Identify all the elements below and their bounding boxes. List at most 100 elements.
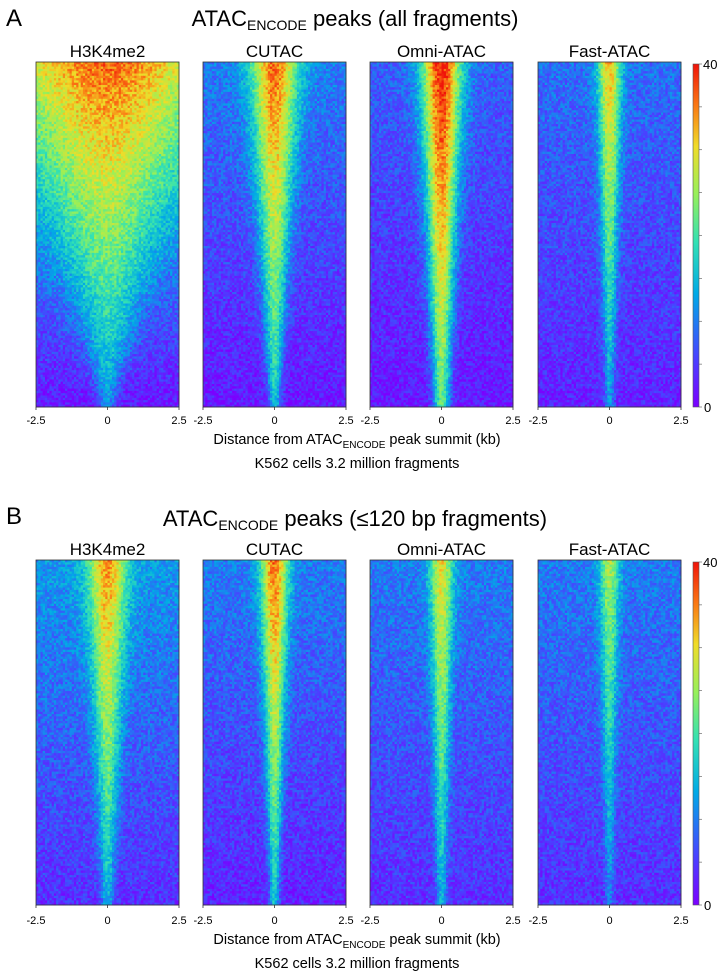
heatmap-cell bbox=[175, 74, 178, 77]
heatmap-cell bbox=[99, 62, 102, 65]
heatmap-cell bbox=[123, 120, 126, 123]
heatmap-cell bbox=[130, 117, 133, 120]
heatmap-cell bbox=[166, 78, 169, 81]
heatmap-cell bbox=[67, 92, 70, 95]
heatmap-cell bbox=[139, 76, 142, 79]
heatmap-cell bbox=[159, 62, 162, 65]
heatmap-cell bbox=[130, 92, 133, 95]
heatmap-cell bbox=[150, 115, 153, 118]
heatmap-cell bbox=[74, 115, 77, 118]
heatmap-cell bbox=[134, 115, 137, 118]
heatmap-cell bbox=[110, 67, 113, 70]
heatmap-cell bbox=[150, 106, 153, 109]
heatmap-cell bbox=[67, 110, 70, 113]
heatmap-cell bbox=[43, 113, 46, 116]
heatmap-cell bbox=[43, 106, 46, 109]
heatmap-cell bbox=[145, 69, 148, 72]
heatmap-cell bbox=[87, 92, 90, 95]
heatmap-cell bbox=[74, 113, 77, 116]
heatmap-cell bbox=[123, 110, 126, 113]
heatmap-cell bbox=[43, 78, 46, 81]
heatmap-cell bbox=[159, 83, 162, 86]
heatmap-cell bbox=[87, 67, 90, 70]
heatmap-cell bbox=[83, 76, 86, 79]
heatmap-cell bbox=[58, 120, 61, 123]
heatmap-cell bbox=[159, 64, 162, 67]
heatmap-cell bbox=[150, 62, 153, 65]
heatmap-cell bbox=[58, 67, 61, 70]
heatmap-cell bbox=[43, 62, 46, 65]
heatmap-cell bbox=[63, 76, 66, 79]
heatmap-cell bbox=[110, 76, 113, 79]
heatmap-cell bbox=[63, 115, 66, 118]
heatmap-cell bbox=[175, 87, 178, 90]
heatmap-cell bbox=[47, 67, 50, 70]
heatmap-cell bbox=[99, 78, 102, 81]
heatmap-cell bbox=[114, 103, 117, 106]
heatmap-cell bbox=[74, 92, 77, 95]
heatmap-cell bbox=[154, 101, 157, 104]
chart-title-sub: ENCODE bbox=[247, 17, 307, 33]
heatmap-cell bbox=[119, 76, 122, 79]
heatmap-cell bbox=[94, 110, 97, 113]
heatmap-cell bbox=[52, 120, 55, 123]
heatmap-cell bbox=[170, 113, 173, 116]
heatmap-cell bbox=[47, 94, 50, 97]
heatmap-cell bbox=[58, 78, 61, 81]
heatmap-cell bbox=[78, 92, 81, 95]
heatmap-cell bbox=[145, 115, 148, 118]
heatmap-cell bbox=[123, 85, 126, 88]
heatmap-cell bbox=[166, 92, 169, 95]
heatmap-cell bbox=[94, 94, 97, 97]
heatmap-cell bbox=[145, 99, 148, 102]
heatmap-cell bbox=[134, 101, 137, 104]
heatmap-cell bbox=[83, 90, 86, 93]
heatmap-cell bbox=[83, 62, 86, 65]
heatmap-h3k4me2: H3K4me2-2.5 0 2.5 bbox=[27, 42, 187, 427]
heatmap-cell bbox=[159, 78, 162, 81]
heatmap-cell bbox=[159, 76, 162, 79]
heatmap-cell bbox=[154, 74, 157, 77]
heatmap-cell bbox=[145, 62, 148, 65]
heatmap-cell bbox=[123, 69, 126, 72]
heatmap-cell bbox=[154, 110, 157, 113]
heatmap-cell bbox=[47, 99, 50, 102]
heatmap-cell bbox=[145, 85, 148, 88]
heatmap-cell bbox=[52, 67, 55, 70]
heatmap-cell bbox=[38, 83, 41, 86]
heatmap-cell bbox=[83, 106, 86, 109]
heatmap-cell bbox=[130, 62, 133, 65]
heatmap-cell bbox=[87, 64, 90, 67]
heatmap-cell bbox=[114, 110, 117, 113]
heatmap-cell bbox=[67, 85, 70, 88]
heatmap-cell bbox=[114, 71, 117, 74]
heatmap-cell bbox=[38, 110, 41, 113]
heatmap-cell bbox=[175, 110, 178, 113]
heatmap-cell bbox=[52, 108, 55, 111]
heatmap-cell bbox=[103, 64, 106, 67]
heatmap-cell bbox=[103, 110, 106, 113]
heatmap-cell bbox=[175, 108, 178, 111]
heatmap-cell bbox=[134, 87, 137, 90]
heatmap-cell bbox=[110, 85, 113, 88]
heatmap-cell bbox=[99, 113, 102, 116]
heatmap-cell bbox=[38, 80, 41, 83]
heatmap-cell bbox=[38, 67, 41, 70]
heatmap-cell bbox=[47, 71, 50, 74]
heatmap-cell bbox=[78, 94, 81, 97]
heatmap-cell bbox=[74, 120, 77, 123]
heatmap-cell bbox=[159, 106, 162, 109]
heatmap-cell bbox=[38, 108, 41, 111]
heatmap-cell bbox=[52, 83, 55, 86]
heatmap-cell bbox=[78, 69, 81, 72]
heatmap-cell bbox=[63, 99, 66, 102]
heatmap-cell bbox=[159, 92, 162, 95]
heatmap-cell bbox=[114, 76, 117, 79]
heatmap-cell bbox=[78, 90, 81, 93]
heatmap-cell bbox=[119, 80, 122, 83]
heatmap-cell bbox=[159, 94, 162, 97]
heatmap-cell bbox=[38, 74, 41, 77]
heatmap-cell bbox=[154, 64, 157, 67]
heatmap-cell bbox=[78, 101, 81, 104]
